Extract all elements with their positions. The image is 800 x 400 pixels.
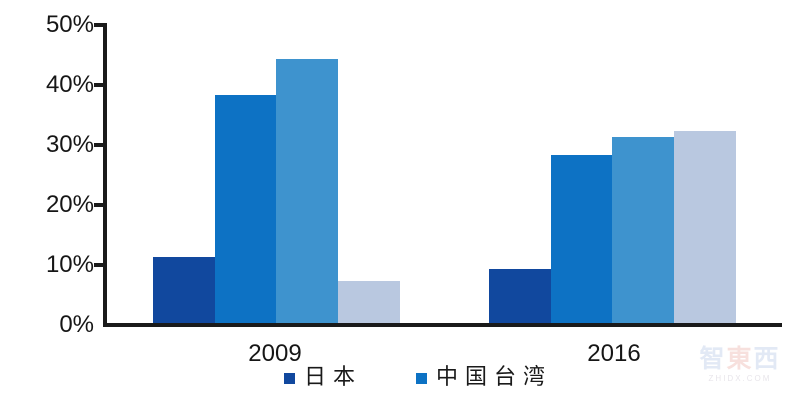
y-tick-label: 20%	[45, 191, 94, 218]
legend-label: 中国台湾	[436, 364, 553, 389]
bar-日本-2009	[153, 257, 215, 323]
bar-日本-2016	[489, 269, 551, 323]
bar-中国台湾-2009	[214, 95, 277, 323]
bar-series3-2016	[612, 137, 674, 323]
y-tick-label: 30%	[45, 131, 94, 158]
y-axis-tick	[94, 203, 105, 207]
legend-label: 日本	[304, 364, 363, 389]
y-axis-tick	[94, 143, 105, 147]
bar-series4-2009	[337, 281, 400, 323]
legend-swatch-icon	[284, 373, 295, 384]
watermark-logo-text: 智東西	[699, 346, 781, 373]
bar-series4-2016	[673, 131, 736, 323]
watermark: 智東西 ZHIDX.COM	[688, 346, 792, 383]
y-tick-label: 40%	[45, 71, 94, 98]
y-tick-label: 50%	[45, 11, 94, 38]
y-axis-tick	[94, 83, 105, 87]
legend-item-中国台湾: 中国台湾	[416, 365, 552, 389]
x-axis	[103, 323, 782, 327]
watermark-url-text: ZHIDX.COM	[708, 374, 772, 383]
category-label-2016: 2016	[587, 340, 641, 367]
y-tick-label: 0%	[59, 311, 94, 338]
legend-item-日本: 日本	[284, 365, 362, 389]
legend-swatch-icon	[416, 373, 427, 384]
bar-series3-2009	[276, 59, 338, 323]
y-axis	[103, 23, 107, 327]
y-tick-label: 10%	[45, 251, 94, 278]
y-axis-tick	[94, 263, 105, 267]
bar-中国台湾-2016	[550, 155, 613, 323]
y-axis-tick	[94, 23, 105, 27]
category-label-2009: 2009	[248, 340, 302, 367]
